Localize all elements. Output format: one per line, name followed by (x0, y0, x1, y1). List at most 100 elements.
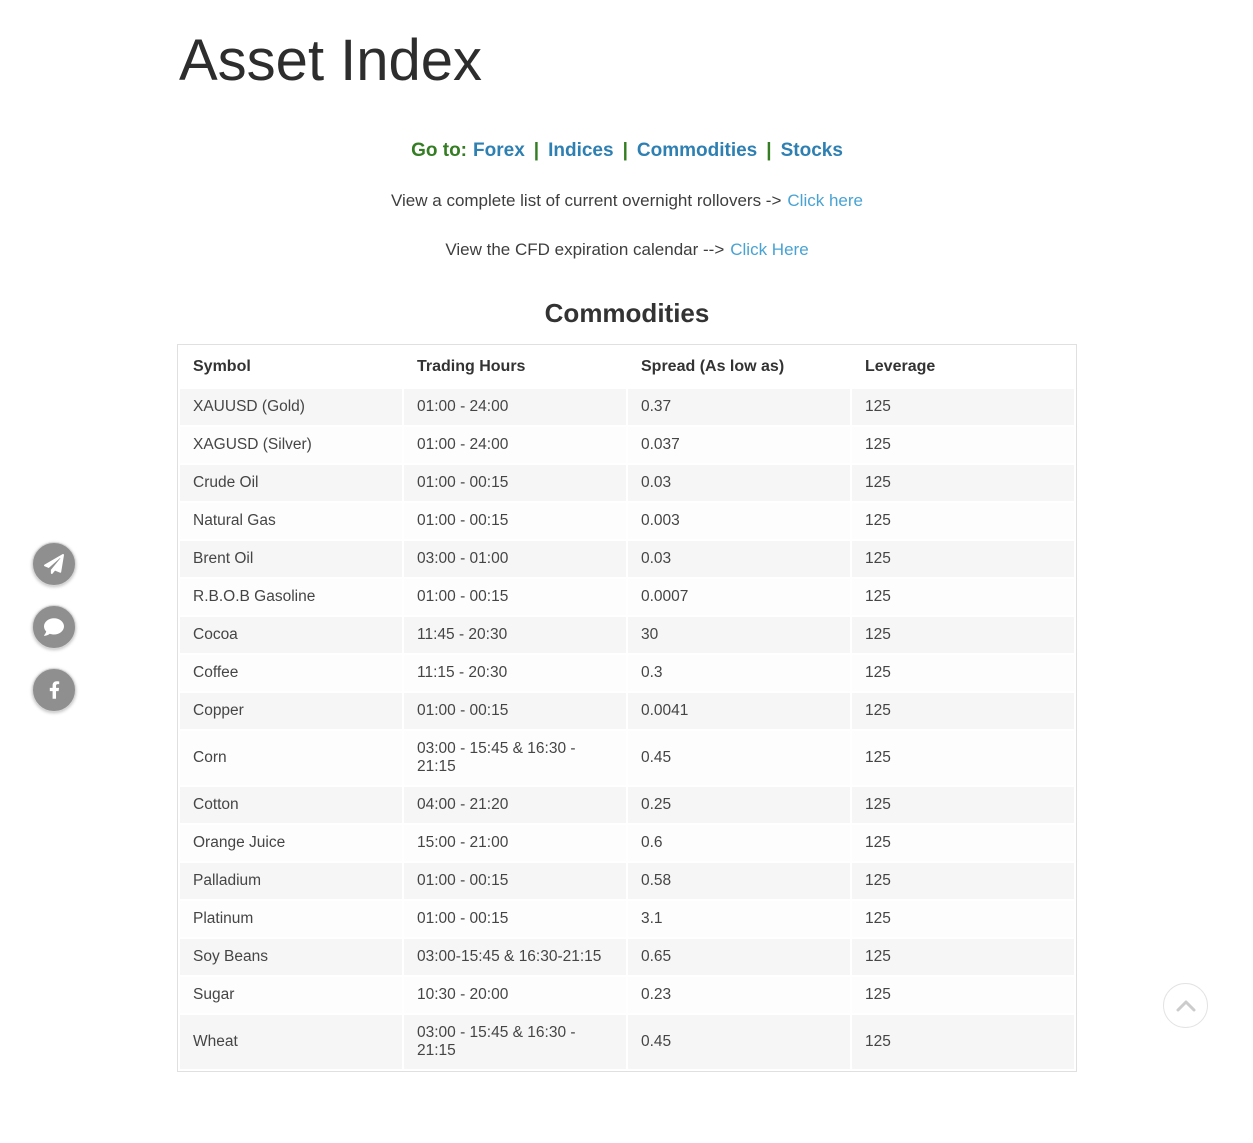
table-cell: 04:00 - 21:20 (402, 784, 628, 825)
table-cell: 0.037 (626, 424, 852, 465)
table-row: Copper 01:00 - 00:15 0.0041 125 (178, 690, 1076, 731)
table-row: XAGUSD (Silver) 01:00 - 24:00 0.037 125 (178, 424, 1076, 465)
column-header: Trading Hours (402, 344, 628, 389)
table-cell: 03:00-15:45 & 16:30-21:15 (402, 936, 628, 977)
rollover-notice-text: View a complete list of current overnigh… (391, 190, 782, 210)
table-cell: Orange Juice (178, 822, 404, 863)
chat-share-button[interactable] (32, 605, 76, 649)
table-cell: 0.3 (626, 652, 852, 693)
table-cell: Crude Oil (178, 462, 404, 503)
scroll-to-top-button[interactable] (1163, 983, 1208, 1028)
chevron-up-icon (1175, 999, 1197, 1013)
table-row: Cocoa 11:45 - 20:30 30 125 (178, 614, 1076, 655)
table-cell: 0.0007 (626, 576, 852, 617)
column-header: Spread (As low as) (626, 344, 852, 389)
cfd-notice-text: View the CFD expiration calendar --> (445, 239, 725, 259)
table-row: R.B.O.B Gasoline 01:00 - 00:15 0.0007 125 (178, 576, 1076, 617)
cfd-click-here-link[interactable]: Click Here (730, 239, 809, 259)
table-cell: 0.37 (626, 386, 852, 427)
telegram-share-button[interactable] (32, 542, 76, 586)
table-cell: 125 (850, 538, 1076, 579)
column-header: Symbol (178, 344, 404, 389)
table-cell: Cocoa (178, 614, 404, 655)
table-cell: 11:15 - 20:30 (402, 652, 628, 693)
table-row: Wheat 03:00 - 15:45 & 16:30 - 21:15 0.45 12… (178, 1012, 1076, 1071)
table-row: Sugar 10:30 - 20:00 0.23 125 (178, 974, 1076, 1015)
table-cell: Cotton (178, 784, 404, 825)
commodities-heading: Commodities (544, 297, 710, 328)
table-cell: 0.003 (626, 500, 852, 541)
nav-separator: | (533, 139, 540, 161)
table-cell: 03:00 - 15:45 & 16:30 - 21:15 (402, 728, 628, 787)
table-cell: Platinum (178, 898, 404, 939)
chat-bubble-icon (44, 617, 64, 637)
table-cell: Soy Beans (178, 936, 404, 977)
table-row: Platinum 01:00 - 00:15 3.1 125 (178, 898, 1076, 939)
telegram-plane-icon (44, 554, 64, 574)
nav-separator: | (622, 139, 628, 161)
table-cell: 0.65 (626, 936, 852, 977)
table-cell: 11:45 - 20:30 (402, 614, 628, 655)
rollover-click-here-link[interactable]: Click here (787, 190, 863, 210)
cfd-notice: View the CFD expiration calendar --> Clic… (177, 240, 1077, 260)
table-cell: Coffee (178, 652, 404, 693)
table-cell: R.B.O.B Gasoline (178, 576, 404, 617)
page-title: Asset Index (179, 28, 483, 93)
table-cell: 01:00 - 00:15 (402, 462, 628, 503)
table-cell: 0.45 (626, 1012, 852, 1071)
goto-link-commodities[interactable]: Commodities (636, 139, 758, 161)
table-cell: 01:00 - 00:15 (402, 690, 628, 731)
table-cell: 125 (850, 690, 1076, 731)
table-cell: Corn (178, 728, 404, 787)
table-cell: 01:00 - 24:00 (402, 386, 628, 427)
table-cell: Palladium (178, 860, 404, 901)
table-cell: Wheat (178, 1012, 404, 1071)
table-cell: 0.58 (626, 860, 852, 901)
table-cell: 0.6 (626, 822, 852, 863)
table-cell: 125 (850, 784, 1076, 825)
facebook-icon (49, 680, 60, 700)
table-cell: 125 (850, 822, 1076, 863)
table-cell: Sugar (178, 974, 404, 1015)
table-cell: 125 (850, 1012, 1076, 1071)
table-cell: 125 (850, 728, 1076, 787)
table-cell: 0.25 (626, 784, 852, 825)
table-cell: 01:00 - 24:00 (402, 424, 628, 465)
table-cell: Copper (178, 690, 404, 731)
table-row: Crude Oil 01:00 - 00:15 0.03 125 (178, 462, 1076, 503)
social-share-bar (32, 542, 76, 712)
table-row: Palladium 01:00 - 00:15 0.58 125 (178, 860, 1076, 901)
goto-link-forex[interactable]: Forex (473, 139, 525, 161)
table-header-row: Symbol Trading Hours Spread (As low as) Lev… (178, 344, 1076, 389)
table-cell: 125 (850, 898, 1076, 939)
facebook-share-button[interactable] (32, 668, 76, 712)
table-cell: 125 (850, 936, 1076, 977)
table-cell: 125 (850, 576, 1076, 617)
table-cell: 125 (850, 424, 1076, 465)
table-cell: 01:00 - 00:15 (402, 500, 628, 541)
table-cell: 0.23 (626, 974, 852, 1015)
table-cell: 0.0041 (626, 690, 852, 731)
table-row: Brent Oil 03:00 - 01:00 0.03 125 (178, 538, 1076, 579)
table-cell: 125 (850, 652, 1076, 693)
goto-link-indices[interactable]: Indices (548, 139, 614, 161)
table-cell: 0.45 (626, 728, 852, 787)
table-row: Cotton 04:00 - 21:20 0.25 125 (178, 784, 1076, 825)
table-cell: 3.1 (626, 898, 852, 939)
table-cell: Natural Gas (178, 500, 404, 541)
commodities-table-container: Symbol Trading Hours Spread (As low as) Lev… (177, 343, 1077, 1072)
table-cell: 15:00 - 21:00 (402, 822, 628, 863)
table-cell: 125 (850, 860, 1076, 901)
table-row: Orange Juice 15:00 - 21:00 0.6 125 (178, 822, 1076, 863)
goto-link-stocks[interactable]: Stocks (780, 139, 843, 161)
table-row: Soy Beans 03:00-15:45 & 16:30-21:15 0.65 12… (178, 936, 1076, 977)
table-cell: 03:00 - 01:00 (402, 538, 628, 579)
nav-separator: | (766, 139, 772, 161)
goto-nav: Go to: Forex | Indices | Commodities | Stocks (177, 140, 1077, 162)
table-cell: 125 (850, 462, 1076, 503)
table-row: XAUUSD (Gold) 01:00 - 24:00 0.37 125 (178, 386, 1076, 427)
table-cell: 125 (850, 386, 1076, 427)
goto-label: Go to: (411, 139, 468, 161)
rollover-notice: View a complete list of current overnigh… (177, 191, 1077, 211)
table-cell: 10:30 - 20:00 (402, 974, 628, 1015)
